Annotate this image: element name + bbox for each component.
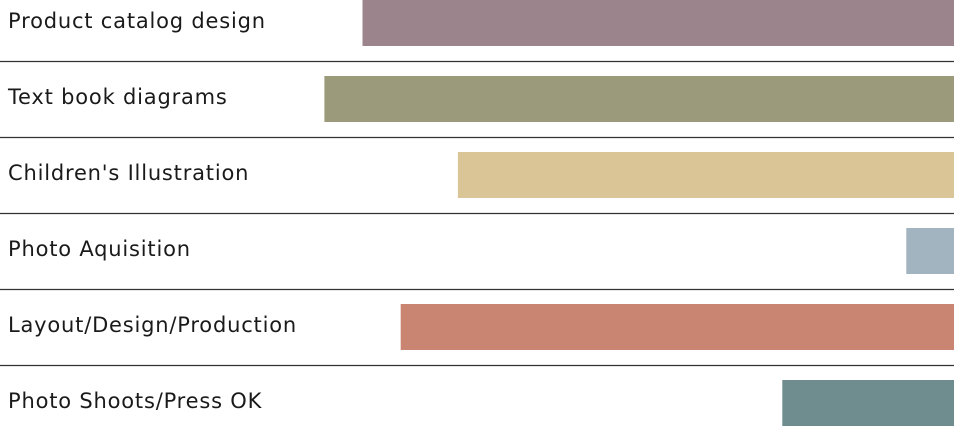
bar (400, 304, 954, 350)
category-label: Photo Aquisition (8, 237, 191, 261)
category-label: Layout/Design/Production (8, 313, 297, 337)
bar (906, 228, 954, 274)
category-label: Photo Shoots/Press OK (8, 389, 263, 413)
category-label: Product catalog design (8, 9, 266, 33)
bar (324, 76, 954, 122)
bar (362, 0, 954, 46)
category-label: Text book diagrams (7, 85, 228, 109)
category-label: Children's Illustration (8, 161, 249, 185)
bar (782, 380, 954, 426)
bar (457, 152, 954, 198)
